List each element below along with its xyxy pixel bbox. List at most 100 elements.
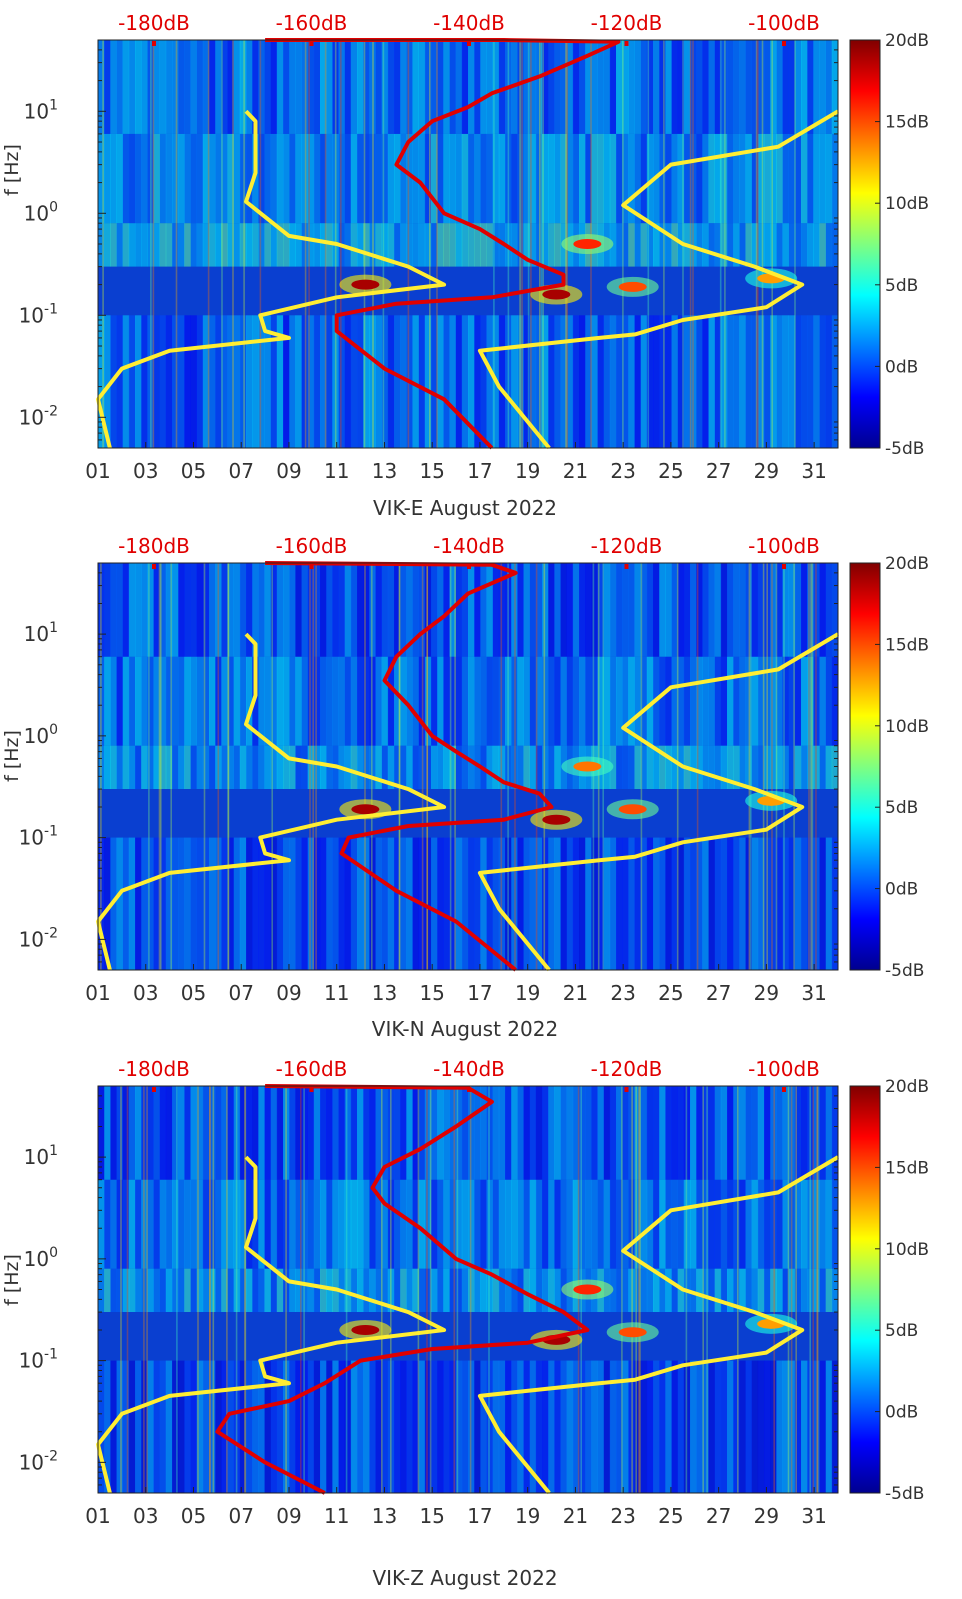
y-tick-label: 101 — [24, 1143, 58, 1169]
heatmap-cell — [677, 40, 685, 134]
heatmap-cell — [141, 315, 148, 448]
heatmap-cell — [486, 837, 493, 970]
colorbar-gradient — [849, 39, 881, 449]
heatmap-cell — [252, 1360, 259, 1493]
top-tick-label: -100dB — [748, 534, 820, 558]
heatmap-cell — [141, 1360, 148, 1493]
heatmap-cell — [505, 133, 512, 224]
heatmap-cell — [320, 1268, 327, 1312]
heatmap-cell — [745, 563, 752, 657]
heatmap-cell — [116, 656, 123, 746]
top-tick-label: -140dB — [433, 1057, 505, 1081]
heatmap-cell — [634, 133, 641, 224]
heatmap-streak — [244, 1086, 247, 1493]
heatmap-cell — [788, 1268, 796, 1312]
heatmap-cell — [708, 745, 715, 789]
heatmap-cell — [252, 563, 259, 657]
heatmap-cell — [116, 1179, 123, 1269]
heatmap-cell — [338, 40, 345, 134]
heatmap-cell — [122, 223, 130, 267]
heatmap-cell — [369, 1086, 376, 1180]
hotspot-core — [351, 279, 380, 290]
heatmap-cell — [455, 40, 463, 134]
heatmap-cell — [579, 656, 586, 746]
heatmap-streak — [737, 1086, 739, 1493]
heatmap-cell — [788, 315, 796, 448]
heatmap-cell — [764, 223, 771, 267]
heatmap-cell — [671, 837, 678, 970]
x-tick-label: 29 — [754, 1504, 779, 1528]
heatmap-cell — [313, 563, 321, 657]
top-tick-mark — [782, 1087, 786, 1092]
heatmap-cell — [295, 223, 302, 267]
heatmap-cell — [831, 837, 839, 970]
heatmap-cell — [492, 223, 500, 267]
heatmap-cell — [776, 1360, 783, 1493]
heatmap-cell — [283, 1360, 290, 1493]
heatmap-cell — [301, 1179, 308, 1269]
heatmap-cell — [505, 656, 512, 746]
heatmap-cell — [246, 563, 253, 657]
heatmap-cell — [141, 563, 148, 657]
heatmap-cell — [566, 563, 574, 657]
heatmap-cell — [455, 837, 463, 970]
heatmap-streak — [640, 563, 643, 970]
heatmap-cell — [505, 1360, 512, 1493]
heatmap-cell — [653, 837, 660, 970]
heatmap-cell — [825, 837, 833, 970]
heatmap-cell — [708, 837, 715, 970]
heatmap-cell — [714, 656, 722, 746]
heatmap-streak — [783, 563, 785, 970]
heatmap-cell — [147, 1086, 154, 1180]
heatmap-cell — [122, 1268, 130, 1312]
heatmap-cell — [326, 837, 333, 970]
heatmap-streak — [469, 1086, 472, 1493]
heatmap-cell — [344, 745, 352, 789]
heatmap-cell — [542, 837, 549, 970]
heatmap-cell — [788, 656, 796, 746]
heatmap-cell — [252, 1086, 259, 1180]
heatmap-cell — [165, 1086, 173, 1180]
heatmap-cell — [628, 133, 635, 224]
heatmap-cell — [702, 223, 709, 267]
heatmap-cell — [683, 315, 691, 448]
heatmap-cell — [363, 563, 370, 657]
heatmap-cell — [326, 1268, 333, 1312]
heatmap-cell — [276, 656, 284, 746]
heatmap-cell — [486, 223, 493, 267]
top-tick-mark — [624, 1087, 629, 1092]
heatmap-cell — [579, 563, 586, 657]
heatmap-cell — [572, 837, 580, 970]
heatmap-cell — [110, 745, 117, 789]
heatmap-cell — [468, 563, 475, 657]
heatmap-cell — [264, 223, 271, 267]
heatmap-cell — [320, 745, 327, 789]
heatmap-cell — [406, 745, 413, 789]
heatmap-cell — [548, 656, 555, 746]
heatmap-streak — [795, 1086, 797, 1493]
heatmap-cell — [714, 745, 722, 789]
heatmap-cell — [511, 1086, 518, 1180]
heatmap-cell — [788, 1360, 796, 1493]
heatmap-cell — [350, 1268, 358, 1312]
heatmap-cell — [505, 745, 512, 789]
colorbar-tick-label: 20dB — [885, 1077, 929, 1097]
heatmap-cell — [727, 1360, 734, 1493]
heatmap-cell — [165, 1179, 173, 1269]
heatmap-cell — [529, 133, 537, 224]
heatmap-cell — [320, 837, 327, 970]
heatmap-streak — [456, 1086, 459, 1493]
heatmap-cell — [246, 1268, 253, 1312]
heatmap-cell — [412, 745, 419, 789]
heatmap-cell — [733, 133, 740, 224]
heatmap-cell — [431, 133, 438, 224]
heatmap-cell — [486, 1086, 493, 1180]
heatmap-cell — [739, 1086, 746, 1180]
heatmap-cell — [671, 133, 678, 224]
heatmap-cell — [307, 1179, 315, 1269]
heatmap-cell — [184, 315, 191, 448]
top-tick-mark — [467, 41, 471, 46]
heatmap-cell — [727, 656, 734, 746]
heatmap-cell — [683, 656, 691, 746]
heatmap-cell — [369, 837, 376, 970]
